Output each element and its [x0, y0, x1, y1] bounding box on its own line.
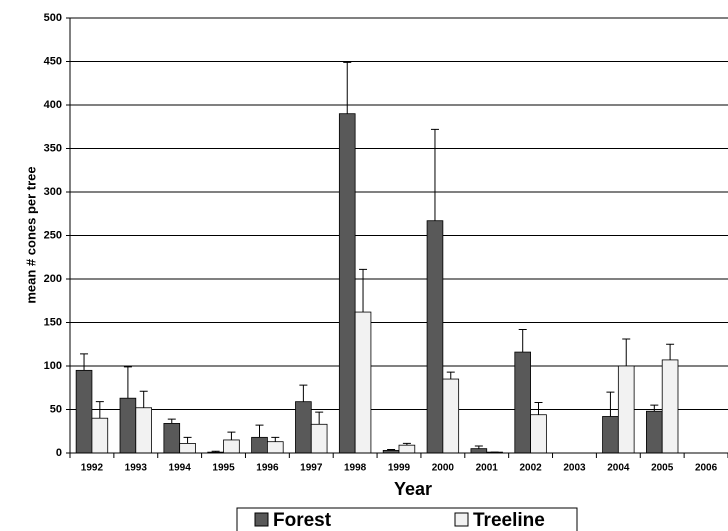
x-tick-label: 2002 — [519, 463, 542, 474]
bar — [354, 311, 372, 454]
error-bar — [255, 424, 264, 438]
x-tick-label: 1993 — [125, 463, 148, 474]
error-bar — [80, 353, 89, 371]
bar — [470, 448, 488, 454]
error-bar — [299, 384, 308, 402]
error-bar — [446, 371, 455, 380]
x-tick-label: 1995 — [212, 463, 235, 474]
y-tick-label: 250 — [44, 229, 62, 241]
y-axis-title: mean # cones per tree — [23, 166, 38, 303]
bar — [442, 378, 460, 454]
bar — [251, 436, 268, 454]
x-tick-label: 1998 — [344, 463, 367, 474]
bar — [602, 416, 619, 454]
error-bar — [650, 404, 659, 412]
legend-box — [236, 507, 578, 531]
error-bar — [123, 366, 132, 399]
error-bar — [534, 402, 543, 415]
y-tick-label: 400 — [44, 99, 62, 111]
x-tick-label: 1992 — [81, 463, 104, 474]
y-tick-label: 500 — [44, 12, 62, 24]
y-tick-label: 100 — [44, 360, 62, 372]
error-bar — [139, 390, 148, 408]
error-bar — [183, 436, 192, 444]
error-bar — [666, 343, 675, 360]
error-bar — [402, 442, 411, 446]
y-tick-label: 350 — [44, 142, 62, 154]
legend-label: Forest — [273, 510, 332, 531]
bar — [179, 443, 196, 454]
error-bar — [606, 391, 615, 417]
error-bar — [167, 418, 176, 424]
error-bar — [211, 450, 220, 453]
bar — [295, 401, 312, 454]
error-bar — [343, 61, 352, 114]
bar — [119, 397, 137, 454]
bar — [266, 441, 284, 454]
x-tick-label: 1999 — [388, 463, 411, 474]
y-tick-label: 450 — [44, 55, 62, 67]
error-bar — [474, 445, 483, 449]
bar — [661, 359, 679, 454]
bar — [530, 414, 547, 454]
bar — [646, 410, 663, 454]
x-tick-label: 2006 — [695, 463, 718, 474]
x-tick-label: 2005 — [651, 463, 674, 474]
y-tick-label: 300 — [44, 186, 62, 198]
error-bar — [387, 449, 396, 451]
error-bar — [315, 411, 324, 425]
bar — [426, 220, 444, 454]
x-tick-label: 2003 — [563, 463, 586, 474]
bar — [223, 439, 240, 454]
bar — [398, 444, 416, 454]
bar — [75, 369, 93, 454]
x-tick-label: 1994 — [169, 463, 192, 474]
error-bar — [359, 268, 368, 313]
x-tick-label: 1996 — [256, 463, 279, 474]
error-bar — [518, 328, 527, 353]
bar — [617, 365, 635, 454]
x-tick-label: 1997 — [300, 463, 323, 474]
legend-swatch — [254, 512, 269, 527]
bar — [310, 423, 328, 454]
x-tick-label: 2000 — [432, 463, 455, 474]
error-bar — [227, 431, 236, 440]
error-bar — [430, 128, 439, 221]
y-tick-label: 50 — [50, 403, 62, 415]
x-tick-label: 2001 — [476, 463, 499, 474]
bar — [163, 423, 181, 454]
error-bar — [271, 436, 280, 442]
bar — [338, 113, 356, 454]
error-bar — [622, 338, 631, 366]
legend-label: Treeline — [473, 510, 545, 531]
legend-swatch — [454, 512, 469, 527]
error-bar — [95, 401, 104, 419]
bar — [135, 407, 152, 454]
y-tick-label: 200 — [44, 273, 62, 285]
bar — [514, 351, 531, 454]
y-tick-label: 0 — [56, 447, 62, 459]
bar — [91, 417, 109, 454]
y-tick-label: 150 — [44, 316, 62, 328]
x-axis-title: Year — [394, 479, 432, 499]
x-tick-label: 2004 — [607, 463, 630, 474]
